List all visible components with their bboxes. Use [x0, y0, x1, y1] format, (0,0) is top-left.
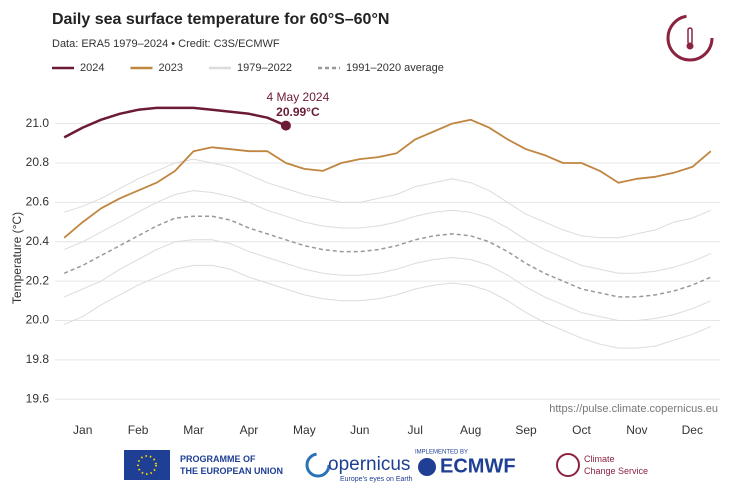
- x-tick-label: May: [293, 423, 316, 437]
- x-tick-label: Sep: [515, 423, 537, 437]
- ecmwf-text: ECMWF: [440, 455, 516, 477]
- copernicus-text: opernicus: [328, 454, 410, 475]
- chart-title: Daily sea surface temperature for 60°S–6…: [52, 11, 389, 28]
- footer: PROGRAMME OF THE EUROPEAN UNION opernicus…: [124, 450, 648, 483]
- y-tick-label: 20.6: [26, 195, 50, 209]
- y-tick-label: 20.8: [26, 155, 50, 169]
- x-tick-label: Feb: [128, 423, 149, 437]
- y-tick-label: 19.6: [26, 391, 50, 405]
- y-tick-label: 21.0: [26, 116, 50, 130]
- end-marker: [280, 120, 291, 131]
- annotation-value: 20.99°C: [276, 105, 320, 119]
- y-axis-label: Temperature (°C): [10, 212, 24, 304]
- x-tick-label: Nov: [626, 423, 647, 437]
- x-tick-label: Oct: [572, 423, 591, 437]
- x-tick-label: Jun: [350, 423, 369, 437]
- climatology-line: [64, 158, 711, 239]
- climatology-line: [64, 264, 711, 349]
- x-tick-label: Mar: [183, 423, 204, 437]
- climatology-line: [64, 190, 711, 274]
- c3s-text: Climate Change Service: [584, 454, 648, 476]
- legend-label: 1979–2022: [237, 62, 292, 74]
- x-tick-label: Apr: [240, 423, 259, 437]
- eu-flag: [124, 450, 170, 480]
- series-line: [63, 118, 712, 239]
- c3s-logo: [666, 14, 714, 62]
- x-tick-label: Dec: [682, 423, 703, 437]
- series-line: [63, 215, 712, 298]
- y-tick-label: 19.8: [26, 352, 50, 366]
- ecmwf-pre: IMPLEMENTED BY: [415, 450, 468, 456]
- legend-label: 2023: [158, 62, 182, 74]
- legend-label: 2024: [80, 62, 104, 74]
- x-tick-label: Aug: [460, 423, 481, 437]
- x-tick-label: Jul: [408, 423, 423, 437]
- y-tick-label: 20.2: [26, 273, 50, 287]
- copernicus-sub: Europe's eyes on Earth: [340, 476, 413, 483]
- y-tick-label: 20.0: [26, 313, 50, 327]
- subtitle: Data: ERA5 1979–2024 • Credit: C3S/ECMWF: [52, 38, 280, 50]
- x-tick-label: Jan: [73, 423, 92, 437]
- eu-text: PROGRAMME OF THE EUROPEAN UNION: [180, 454, 283, 476]
- series-line: [63, 106, 287, 139]
- y-tick-label: 20.4: [26, 234, 50, 248]
- source-url: https://pulse.climate.copernicus.eu: [549, 403, 718, 415]
- legend-label: 1991–2020 average: [346, 62, 444, 74]
- annotation-date: 4 May 2024: [267, 90, 330, 104]
- climatology-line: [64, 239, 711, 321]
